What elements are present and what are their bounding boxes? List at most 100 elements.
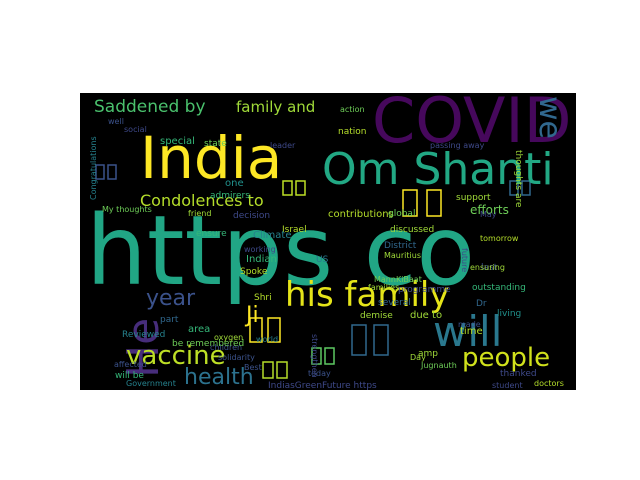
word: India <box>140 124 282 192</box>
word: global <box>388 209 415 219</box>
word: Day <box>410 353 426 362</box>
glyph-box <box>324 347 335 365</box>
glyph-box <box>521 180 531 196</box>
word: passing away <box>430 141 485 150</box>
word: due to <box>410 310 442 321</box>
glyph-boxes <box>95 164 531 379</box>
word: friend <box>188 209 211 218</box>
word: thoughts are <box>513 150 523 208</box>
word: last <box>481 263 498 273</box>
word: well <box>108 117 124 126</box>
word: Israel <box>282 225 307 235</box>
word: world <box>256 335 278 344</box>
glyph-box <box>402 189 418 217</box>
word: Spoke <box>240 267 268 277</box>
word: tomorrow <box>480 234 519 243</box>
glyph-box <box>249 317 263 343</box>
glyph-box <box>311 347 322 365</box>
glyph-box <box>107 164 117 180</box>
word: IndiasGreenFuture https <box>268 381 377 391</box>
word: Indian <box>246 254 277 265</box>
word: today <box>308 369 331 378</box>
word: outstanding <box>472 283 526 293</box>
word: health <box>184 365 254 390</box>
word: Climate <box>253 230 291 241</box>
word: MannKiBaat <box>374 275 422 284</box>
word: thanked <box>500 369 537 379</box>
word: made <box>458 320 481 329</box>
glyph-box <box>276 361 288 379</box>
word: Government <box>126 379 176 388</box>
word: ensure <box>196 229 227 239</box>
word: year <box>146 286 196 311</box>
word: US <box>316 255 329 265</box>
word: https co <box>86 195 475 307</box>
word: future <box>460 248 469 272</box>
word: student <box>492 381 523 390</box>
word: action <box>340 105 365 114</box>
word: people <box>462 343 550 373</box>
word: District <box>384 241 417 251</box>
word: will <box>433 307 502 356</box>
word: will be <box>115 371 144 381</box>
word: children <box>210 343 242 352</box>
word: doctors <box>534 379 564 388</box>
word: social <box>124 125 147 134</box>
word: families <box>368 283 399 292</box>
word: demise <box>360 311 393 321</box>
word: affected <box>114 360 147 369</box>
glyph-box <box>262 361 274 379</box>
word: working <box>244 245 276 254</box>
word: Condolences to <box>140 191 264 210</box>
word: Shri <box>254 293 272 303</box>
word: Ji <box>244 303 259 328</box>
glyph-box <box>509 180 519 196</box>
word: May <box>480 210 497 219</box>
glyph-box <box>426 189 442 217</box>
word: programme <box>398 285 451 295</box>
word: Saddened by <box>94 97 206 117</box>
word: vaccine <box>126 341 226 371</box>
word: Mauritius <box>384 251 421 260</box>
word: nation <box>338 127 366 137</box>
glyph-box <box>295 180 306 196</box>
cloud-background <box>80 93 576 390</box>
glyph-box <box>373 324 389 356</box>
word: time <box>460 326 483 337</box>
word: his family <box>285 275 449 315</box>
word: decision <box>233 211 270 221</box>
word: admirers <box>210 191 250 201</box>
word: COVID <box>372 84 571 157</box>
word: Best <box>244 363 262 372</box>
word: special <box>160 136 195 147</box>
word: Congratulations <box>89 136 98 200</box>
word: Dr <box>476 299 487 309</box>
word: family and <box>236 98 315 116</box>
word: contributions <box>328 209 394 220</box>
word: oxygen <box>214 333 243 342</box>
word: discussed <box>390 225 434 235</box>
word: Jugnauth <box>420 361 457 370</box>
word: several <box>378 298 411 308</box>
word: we <box>532 96 567 139</box>
word: amp <box>418 349 438 359</box>
word: living <box>497 309 521 319</box>
word: one <box>225 178 244 189</box>
word: part <box>160 315 179 325</box>
word: leader <box>270 141 296 150</box>
glyph-box <box>95 164 105 180</box>
word: Om Shanti <box>322 144 554 195</box>
glyph-box <box>351 324 367 356</box>
word: support <box>456 193 491 203</box>
word: state <box>204 139 227 149</box>
word: Reviewed <box>122 330 165 340</box>
word: My thoughts <box>102 205 152 214</box>
word: strengthen <box>310 334 319 378</box>
word: area <box>188 324 210 335</box>
word: ensuring <box>470 263 505 272</box>
word: be remembered <box>172 339 244 349</box>
word: efforts <box>470 203 509 217</box>
